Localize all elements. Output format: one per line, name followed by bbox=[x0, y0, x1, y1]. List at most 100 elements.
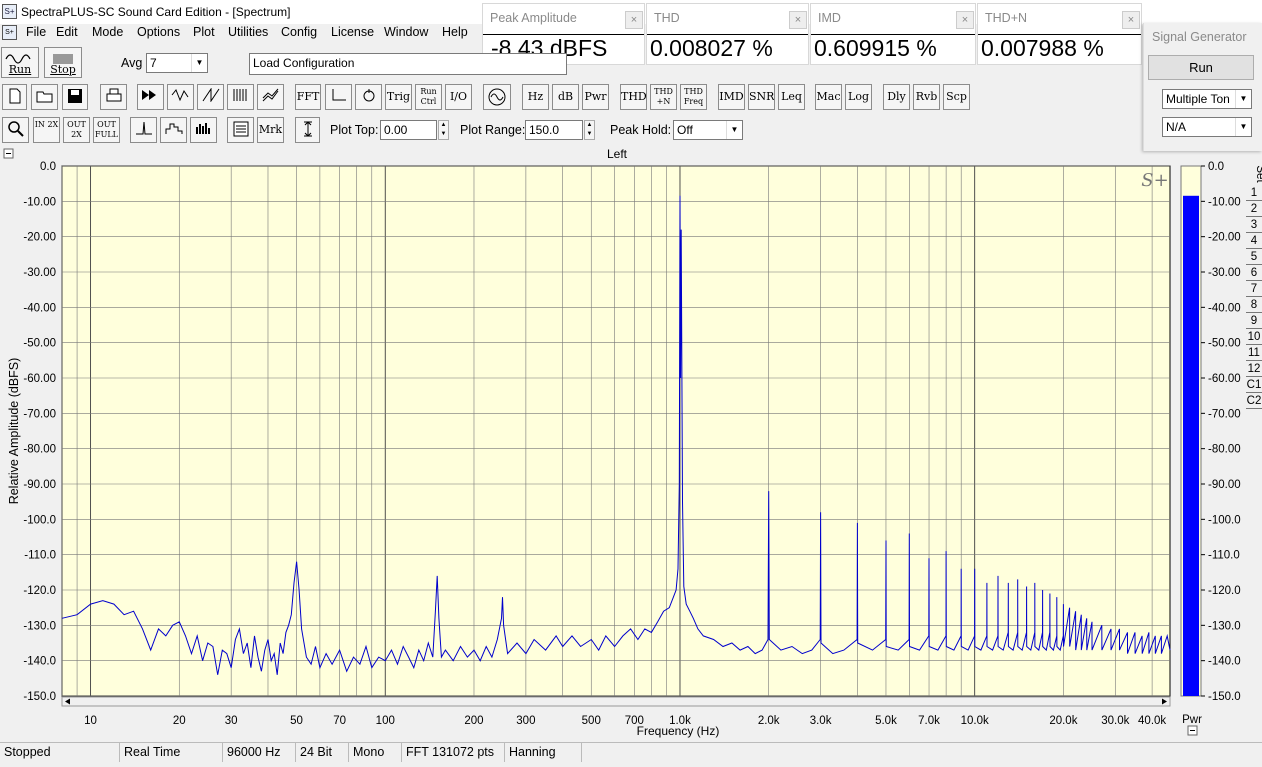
configuration-select[interactable]: Load Configuration bbox=[249, 53, 567, 75]
imd-button[interactable]: IMD bbox=[718, 84, 745, 110]
pwr-button[interactable]: Pwr bbox=[582, 84, 609, 110]
mrk-button[interactable]: Mrk bbox=[257, 117, 284, 143]
new-file-icon[interactable] bbox=[2, 84, 27, 110]
fft-button[interactable]: FFT bbox=[295, 84, 321, 110]
menu-utilities[interactable]: Utilities bbox=[228, 25, 269, 39]
set-button-1[interactable]: 1 bbox=[1246, 186, 1262, 201]
scope-icon[interactable] bbox=[355, 84, 382, 110]
meter-tick-label: -140.0 bbox=[1208, 656, 1241, 668]
set-button-9[interactable]: 9 bbox=[1246, 314, 1262, 329]
io-button[interactable]: I/O bbox=[445, 84, 472, 110]
set-button-4[interactable]: 4 bbox=[1246, 234, 1262, 249]
y-tick-label: -60.00 bbox=[23, 373, 56, 385]
zoom-icon[interactable] bbox=[2, 117, 29, 143]
close-icon[interactable]: × bbox=[1122, 11, 1140, 29]
menu-config[interactable]: Config bbox=[281, 25, 318, 39]
menu-window[interactable]: Window bbox=[384, 25, 429, 39]
set-button-11[interactable]: 11 bbox=[1246, 346, 1262, 361]
app-icon[interactable]: S+ bbox=[2, 4, 17, 19]
rvb-button[interactable]: Rvb bbox=[913, 84, 940, 110]
ramp-icon[interactable] bbox=[197, 84, 224, 110]
set-button-2[interactable]: 2 bbox=[1246, 202, 1262, 217]
set-button-7[interactable]: 7 bbox=[1246, 282, 1262, 297]
set-button-c2[interactable]: C2 bbox=[1246, 394, 1262, 409]
menu-bar: S+ File Edit Mode Options Plot Utilities… bbox=[0, 24, 480, 42]
peak-hold-select[interactable]: Off ▼ bbox=[673, 120, 743, 140]
x-tick-label: 70 bbox=[333, 715, 346, 727]
thd-n-button[interactable]: THD +N bbox=[650, 84, 677, 110]
spectrogram-icon[interactable] bbox=[227, 84, 254, 110]
snr-button[interactable]: SNR bbox=[748, 84, 775, 110]
open-folder-icon[interactable] bbox=[31, 84, 58, 110]
horizontal-scrollbar bbox=[61, 696, 1171, 707]
zoom-in-2x-button[interactable]: IN 2X bbox=[33, 117, 60, 143]
y-tick-label: -70.00 bbox=[23, 408, 56, 420]
x-tick-label: 5.0k bbox=[875, 715, 897, 727]
signal-type-select[interactable]: Multiple Ton ▼ bbox=[1162, 89, 1252, 109]
plot-range-spinner[interactable]: ▲ ▼ bbox=[584, 120, 595, 140]
set-button-6[interactable]: 6 bbox=[1246, 266, 1262, 281]
set-button-10[interactable]: 10 bbox=[1246, 330, 1262, 345]
plot-top-input[interactable]: 0.00 bbox=[380, 120, 437, 140]
print-icon[interactable] bbox=[100, 84, 127, 110]
menu-file[interactable]: File bbox=[26, 25, 47, 39]
set-button-5[interactable]: 5 bbox=[1246, 250, 1262, 265]
status-fft-size: FFT 131072 pts bbox=[402, 743, 505, 762]
vertical-scale-icon[interactable] bbox=[295, 117, 320, 143]
watermark-logo: S+ bbox=[1141, 170, 1168, 191]
meter-tick-label: -150.0 bbox=[1208, 691, 1241, 703]
run-ctrl-button[interactable]: Run Ctrl bbox=[415, 84, 442, 110]
stop-button[interactable]: Stop bbox=[44, 47, 82, 78]
avg-select[interactable]: 7 ▼ bbox=[146, 53, 208, 73]
plot-top-spinner[interactable]: ▲ ▼ bbox=[438, 120, 449, 140]
db-button[interactable]: dB bbox=[552, 84, 579, 110]
set-button-8[interactable]: 8 bbox=[1246, 298, 1262, 313]
menu-license[interactable]: License bbox=[331, 25, 375, 39]
x-tick-label: 200 bbox=[464, 715, 483, 727]
signal-option-select[interactable]: N/A ▼ bbox=[1162, 117, 1252, 137]
close-icon[interactable]: × bbox=[789, 11, 807, 29]
menu-mode[interactable]: Mode bbox=[92, 25, 124, 39]
3d-plot-icon[interactable] bbox=[257, 84, 284, 110]
menu-edit[interactable]: Edit bbox=[56, 25, 78, 39]
thd-freq-button[interactable]: THD Freq bbox=[680, 84, 707, 110]
waveform-icon[interactable] bbox=[167, 84, 194, 110]
close-icon[interactable]: × bbox=[956, 11, 974, 29]
dly-button[interactable]: Dly bbox=[883, 84, 910, 110]
menu-plot[interactable]: Plot bbox=[193, 25, 215, 39]
menu-options[interactable]: Options bbox=[137, 25, 181, 39]
y-tick-label: -90.00 bbox=[23, 479, 56, 491]
hz-button[interactable]: Hz bbox=[522, 84, 549, 110]
zoom-out-full-button[interactable]: OUT FULL bbox=[93, 117, 120, 143]
x-tick-label: 700 bbox=[625, 715, 644, 727]
spectrum-trace bbox=[61, 195, 1171, 675]
list-icon[interactable] bbox=[227, 117, 254, 143]
trig-button[interactable]: Trig bbox=[385, 84, 412, 110]
set-button-c1[interactable]: C1 bbox=[1246, 378, 1262, 393]
close-icon[interactable]: × bbox=[625, 11, 643, 29]
set-button-3[interactable]: 3 bbox=[1246, 218, 1262, 233]
set-button-12[interactable]: 12 bbox=[1246, 362, 1262, 377]
scp-button[interactable]: Scp bbox=[943, 84, 970, 110]
menu-help[interactable]: Help bbox=[442, 25, 468, 39]
signal-generator-run-button[interactable]: Run bbox=[1148, 55, 1254, 80]
plot-range-input[interactable]: 150.0 bbox=[525, 120, 583, 140]
step-plot-icon[interactable] bbox=[160, 117, 187, 143]
log-button[interactable]: Log bbox=[845, 84, 872, 110]
thd-button[interactable]: THD bbox=[620, 84, 647, 110]
zoom-out-2x-button[interactable]: OUT 2X bbox=[63, 117, 90, 143]
leq-button[interactable]: Leq bbox=[778, 84, 805, 110]
meter-label: IMD bbox=[818, 11, 841, 25]
mac-button[interactable]: Mac bbox=[815, 84, 842, 110]
bar-plot-icon[interactable] bbox=[190, 117, 217, 143]
spectrum-plot[interactable]: Left 0.0 -10.00 -20.00 -30.00 -40.00 -50.00 -60… bbox=[0, 146, 1262, 742]
axis-icon[interactable] bbox=[325, 84, 352, 110]
fast-forward-icon[interactable] bbox=[137, 84, 164, 110]
y-tick-label: -100.0 bbox=[23, 514, 56, 526]
run-button[interactable]: Run bbox=[1, 47, 39, 78]
x-tick-label: 3.0k bbox=[810, 715, 832, 727]
sine-generator-icon[interactable] bbox=[483, 84, 511, 110]
document-icon[interactable]: S+ bbox=[2, 25, 17, 40]
save-icon[interactable] bbox=[62, 84, 88, 110]
peak-plot-icon[interactable] bbox=[130, 117, 157, 143]
